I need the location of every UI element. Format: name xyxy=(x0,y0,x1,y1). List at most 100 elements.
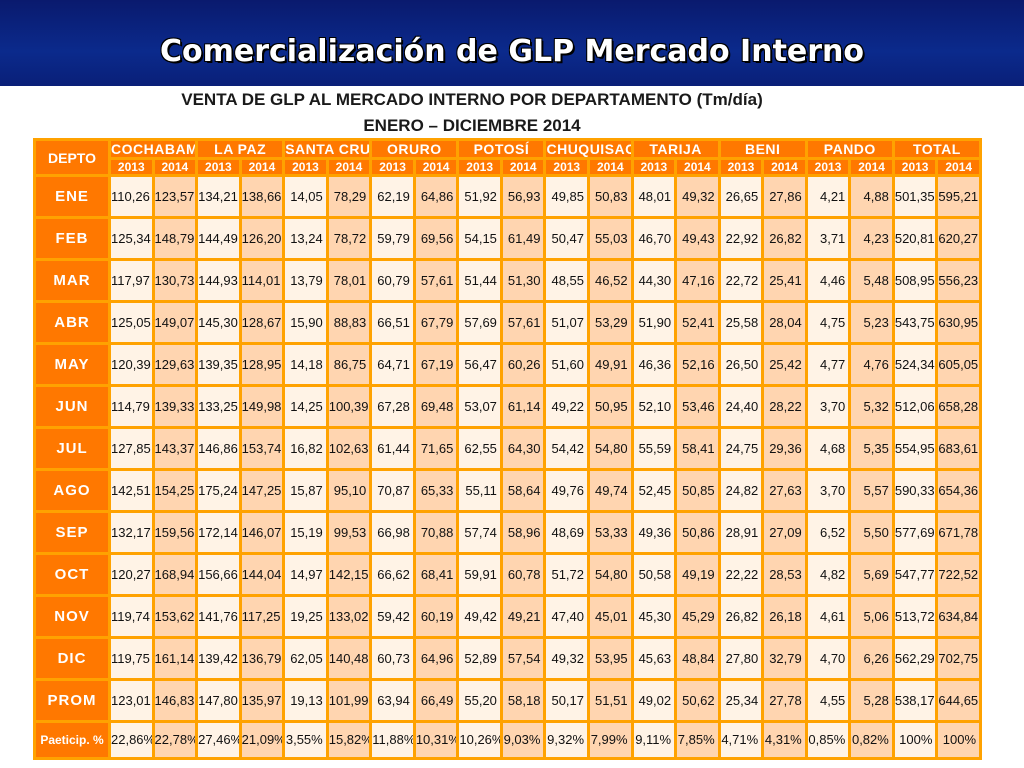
table-cell: 26,50 xyxy=(720,344,762,384)
table-cell: 47,16 xyxy=(677,260,718,300)
table-period: ENERO – DICIEMBRE 2014 xyxy=(363,116,581,135)
table-row: DIC 119,75 161,14 139,42 136,79 62,05 140,48 60… xyxy=(36,638,979,678)
table-cell: 144,04 xyxy=(241,554,283,594)
table-cell: 25,42 xyxy=(764,344,805,384)
table-cell: 60,19 xyxy=(415,596,457,636)
table-cell: 513,72 xyxy=(894,596,936,636)
table-cell: 654,36 xyxy=(938,470,979,510)
department-header: SANTA CRUZ xyxy=(285,141,370,157)
table-cell: 57,61 xyxy=(502,302,544,342)
table-cell: 644,65 xyxy=(938,680,979,720)
table-cell: 26,82 xyxy=(764,218,805,258)
table-cell: 51,44 xyxy=(459,260,500,300)
table-row: AGO 142,51 154,25 175,24 147,25 15,87 95,10 70,… xyxy=(36,470,979,510)
table-cell: 562,29 xyxy=(894,638,936,678)
department-header: ORURO xyxy=(372,141,457,157)
year-header: 2013 xyxy=(198,160,239,174)
table-cell: 133,02 xyxy=(328,596,370,636)
table-cell: 22,72 xyxy=(720,260,762,300)
department-header: TOTAL xyxy=(894,141,979,157)
department-header: POTOSÍ xyxy=(459,141,544,157)
table-cell: 172,14 xyxy=(198,512,239,552)
table-cell: 5,35 xyxy=(851,428,892,468)
table-cell: 66,51 xyxy=(372,302,413,342)
row-label: DIC xyxy=(36,638,108,678)
table-cell: 49,19 xyxy=(677,554,718,594)
table-cell: 7,99% xyxy=(590,722,631,757)
table-cell: 3,71 xyxy=(807,218,849,258)
table-cell: 66,49 xyxy=(415,680,457,720)
table-cell: 5,48 xyxy=(851,260,892,300)
table-row: NOV 119,74 153,62 141,76 117,25 19,25 133,02 59… xyxy=(36,596,979,636)
table-cell: 9,03% xyxy=(502,722,544,757)
table-cell: 134,21 xyxy=(198,177,239,216)
row-label: PROM xyxy=(36,680,108,720)
year-header: 2013 xyxy=(459,160,500,174)
table-cell: 117,25 xyxy=(241,596,283,636)
table-cell: 58,41 xyxy=(677,428,718,468)
table-cell: 55,11 xyxy=(459,470,500,510)
table-cell: 50,58 xyxy=(633,554,675,594)
year-header: 2014 xyxy=(154,160,196,174)
table-cell: 123,01 xyxy=(111,680,152,720)
table-cell: 14,97 xyxy=(285,554,326,594)
year-header: 2013 xyxy=(111,160,152,174)
year-header: 2014 xyxy=(328,160,370,174)
table-cell: 48,55 xyxy=(546,260,588,300)
table-cell: 146,07 xyxy=(241,512,283,552)
table-cell: 53,07 xyxy=(459,386,500,426)
table-cell: 538,17 xyxy=(894,680,936,720)
table-cell: 5,23 xyxy=(851,302,892,342)
table-cell: 88,83 xyxy=(328,302,370,342)
table-row: ENE 110,26 123,57 134,21 138,66 14,05 78,29 62,… xyxy=(36,177,979,216)
table-cell: 508,95 xyxy=(894,260,936,300)
table-cell: 3,70 xyxy=(807,470,849,510)
table-cell: 139,33 xyxy=(154,386,196,426)
table-cell: 100% xyxy=(894,722,936,757)
table-cell: 57,54 xyxy=(502,638,544,678)
table-cell: 154,25 xyxy=(154,470,196,510)
table-cell: 141,76 xyxy=(198,596,239,636)
table-cell: 4,55 xyxy=(807,680,849,720)
year-header-row: 2013 2014 2013 2014 2013 2014 2013 2014 2013 2014… xyxy=(36,160,979,174)
table-cell: 139,35 xyxy=(198,344,239,384)
table-cell: 70,87 xyxy=(372,470,413,510)
table-cell: 620,27 xyxy=(938,218,979,258)
slide-header: Comercialización de GLP Mercado Interno xyxy=(0,0,1024,86)
table-cell: 630,95 xyxy=(938,302,979,342)
table-cell: 24,75 xyxy=(720,428,762,468)
table-cell: 135,97 xyxy=(241,680,283,720)
table-cell: 62,19 xyxy=(372,177,413,216)
table-cell: 66,98 xyxy=(372,512,413,552)
table-cell: 54,15 xyxy=(459,218,500,258)
table-body: ENE 110,26 123,57 134,21 138,66 14,05 78,29 62,… xyxy=(36,177,979,757)
table-cell: 45,30 xyxy=(633,596,675,636)
department-header: LA PAZ xyxy=(198,141,283,157)
table-cell: 67,19 xyxy=(415,344,457,384)
row-label: ENE xyxy=(36,177,108,216)
table-cell: 21,09% xyxy=(241,722,283,757)
table-cell: 120,39 xyxy=(111,344,152,384)
table-cell: 138,66 xyxy=(241,177,283,216)
table-cell: 62,05 xyxy=(285,638,326,678)
row-label: ABR xyxy=(36,302,108,342)
table-cell: 52,41 xyxy=(677,302,718,342)
row-label: Paeticip. % xyxy=(36,722,108,757)
table-cell: 57,69 xyxy=(459,302,500,342)
table-cell: 159,56 xyxy=(154,512,196,552)
table-cell: 110,26 xyxy=(111,177,152,216)
table-cell: 5,06 xyxy=(851,596,892,636)
table-cell: 117,97 xyxy=(111,260,152,300)
table-cell: 51,90 xyxy=(633,302,675,342)
table-cell: 5,69 xyxy=(851,554,892,594)
table-cell: 126,20 xyxy=(241,218,283,258)
table-cell: 149,07 xyxy=(154,302,196,342)
table-cell: 26,82 xyxy=(720,596,762,636)
row-label: NOV xyxy=(36,596,108,636)
table-title: VENTA DE GLP AL MERCADO INTERNO POR DEPA… xyxy=(181,90,763,109)
table-cell: 27,63 xyxy=(764,470,805,510)
table-cell: 51,72 xyxy=(546,554,588,594)
table-cell: 114,79 xyxy=(111,386,152,426)
table-cell: 49,02 xyxy=(633,680,675,720)
